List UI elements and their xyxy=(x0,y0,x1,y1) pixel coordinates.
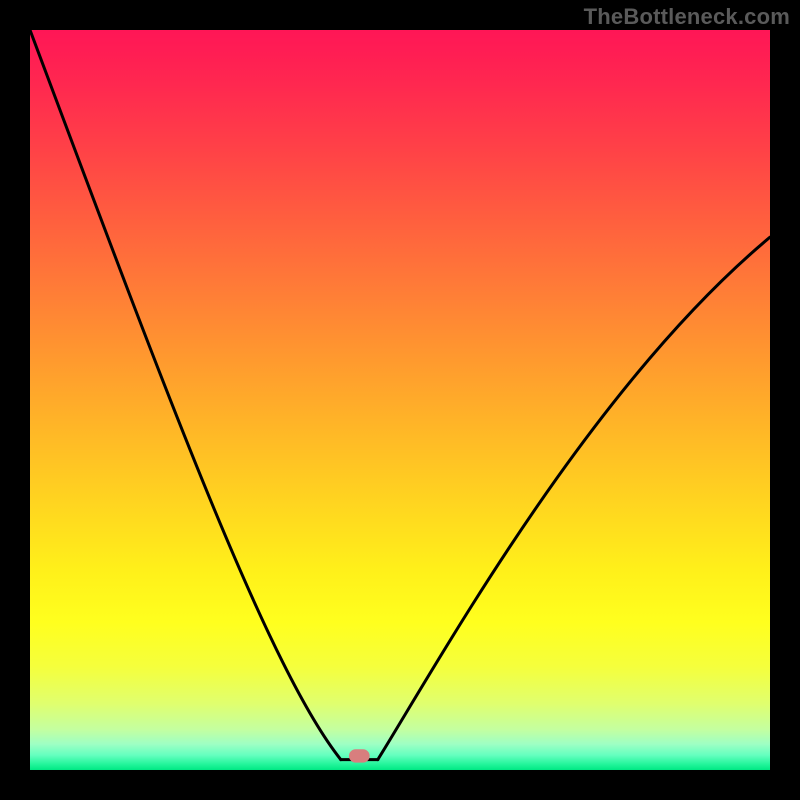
plot-background xyxy=(30,30,770,770)
outer-frame: TheBottleneck.com xyxy=(0,0,800,800)
minimum-marker xyxy=(349,749,370,762)
plot-svg xyxy=(30,30,770,770)
watermark-text: TheBottleneck.com xyxy=(584,4,790,30)
bottleneck-curve-plot xyxy=(30,30,770,770)
